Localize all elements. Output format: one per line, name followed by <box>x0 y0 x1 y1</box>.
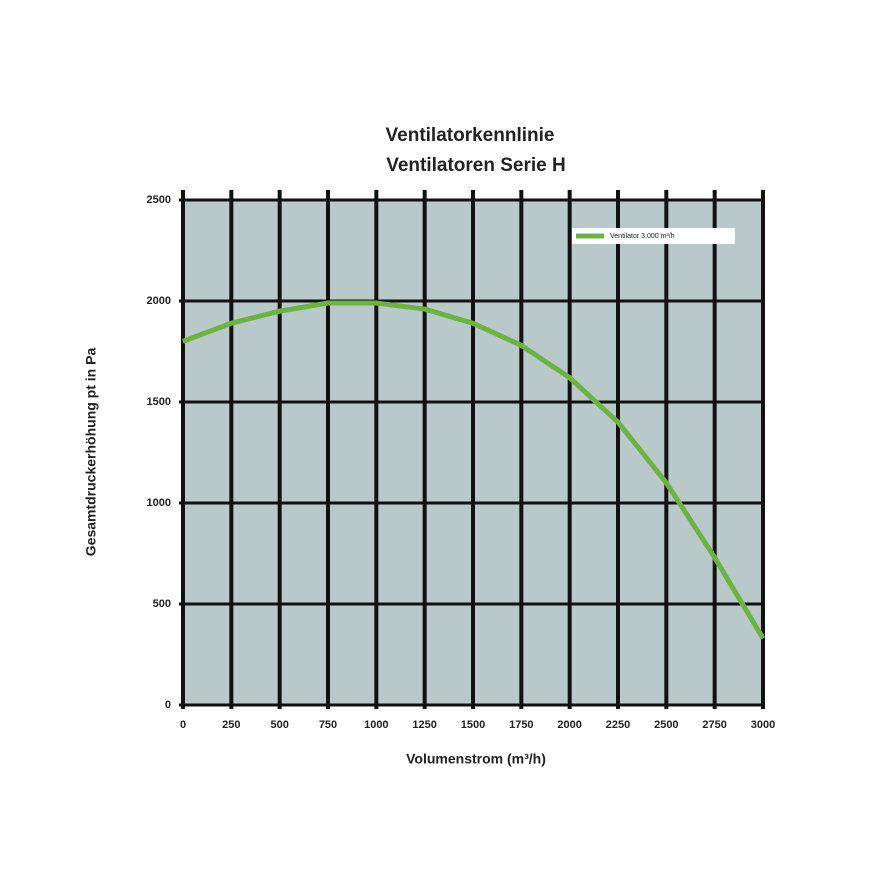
x-tick-label: 500 <box>270 719 288 731</box>
x-tick-label: 1000 <box>364 719 388 731</box>
x-tick-label: 2000 <box>557 719 581 731</box>
y-tick-label: 0 <box>165 699 171 711</box>
x-tick-label: 1500 <box>461 719 485 731</box>
x-tick-label: 250 <box>222 719 240 731</box>
x-tick-label: 0 <box>180 719 186 731</box>
y-tick-label: 1500 <box>147 396 171 408</box>
legend-label: Ventilator 3.000 m³/h <box>610 233 675 240</box>
x-axis-label: Volumenstrom (m³/h) <box>406 751 546 767</box>
x-tick-label: 2250 <box>606 719 630 731</box>
y-axis-label: Gesamtdruckerhöhung pt in Pa <box>83 348 99 557</box>
y-tick-label: 2000 <box>147 295 171 307</box>
y-tick-label: 2500 <box>147 194 171 206</box>
legend-box <box>572 228 735 244</box>
x-tick-label: 2750 <box>702 719 726 731</box>
chart-title: Ventilatorkennlinie <box>386 125 555 146</box>
x-tick-label: 1250 <box>412 719 436 731</box>
y-tick-label: 500 <box>153 598 171 610</box>
x-tick-label: 1750 <box>509 719 533 731</box>
x-tick-label: 2500 <box>654 719 678 731</box>
series-line <box>182 300 766 640</box>
x-tick-label: 750 <box>319 719 337 731</box>
y-tick-label: 1000 <box>147 497 171 509</box>
chart-subtitle: Ventilatoren Serie H <box>386 155 566 176</box>
x-tick-label: 3000 <box>751 719 775 731</box>
